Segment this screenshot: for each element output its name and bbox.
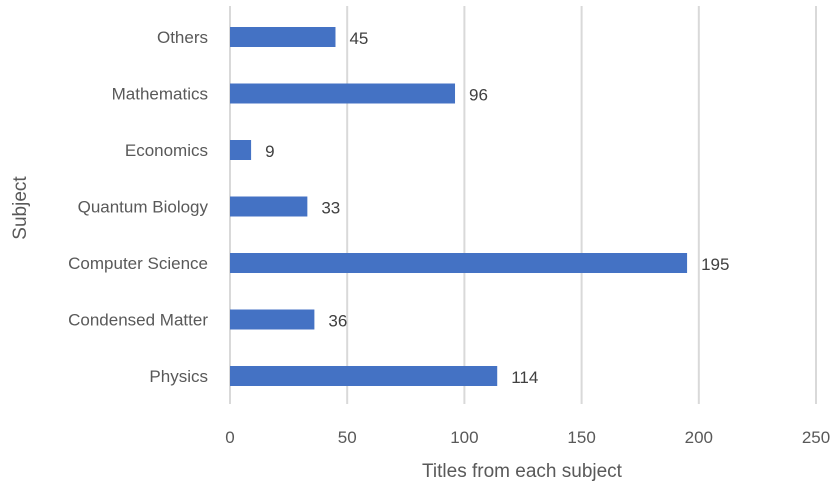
category-label: Economics <box>125 141 208 160</box>
category-label: Physics <box>149 367 208 386</box>
bar-physics <box>230 366 498 386</box>
category-labels: Others Mathematics Economics Quantum Biolog… <box>68 28 208 386</box>
bar-economics <box>230 140 252 160</box>
data-label: 96 <box>469 86 488 105</box>
x-tick-label: 0 <box>225 428 234 447</box>
x-tick-label: 150 <box>567 428 595 447</box>
x-tick-label: 200 <box>685 428 713 447</box>
bar-computer-science <box>230 253 688 273</box>
data-label: 195 <box>701 255 729 274</box>
bar-condensed-matter <box>230 309 315 330</box>
data-label: 9 <box>265 142 274 161</box>
bars <box>230 27 688 386</box>
data-label: 36 <box>328 312 347 331</box>
category-label: Computer Science <box>68 254 208 273</box>
x-tick-labels: 0 50 100 150 200 250 <box>225 428 830 447</box>
x-tick-label: 100 <box>450 428 478 447</box>
y-axis-title: Subject <box>10 176 31 240</box>
gridlines <box>229 6 817 404</box>
category-label: Quantum Biology <box>78 198 209 217</box>
category-label: Mathematics <box>112 85 208 104</box>
data-label: 114 <box>511 368 538 387</box>
category-label: Others <box>157 28 208 47</box>
bar-mathematics <box>230 83 456 104</box>
x-tick-label: 50 <box>338 428 357 447</box>
bar-others <box>230 27 336 47</box>
data-labels: 45 96 9 33 195 36 114 <box>265 29 729 387</box>
category-label: Condensed Matter <box>68 311 208 330</box>
bar-quantum-biology <box>230 196 308 217</box>
data-label: 45 <box>349 29 368 48</box>
x-axis-title: Titles from each subject <box>422 461 623 481</box>
x-tick-label: 250 <box>802 428 830 447</box>
data-label: 33 <box>321 199 340 218</box>
